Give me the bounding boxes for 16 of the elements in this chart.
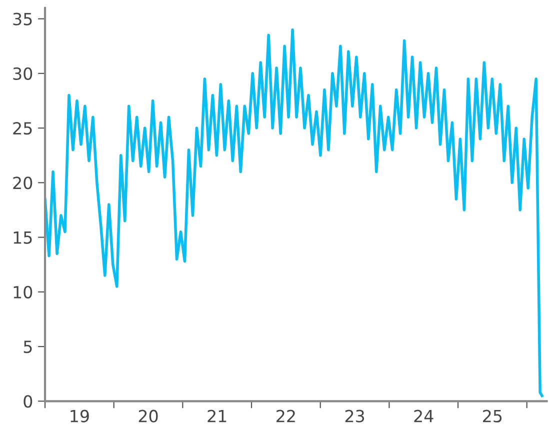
y-tick-label: 0 [24, 395, 32, 408]
x-tick-label: 22 [276, 410, 295, 422]
y-tick-label: 5 [24, 340, 32, 354]
x-tick-label: 23 [345, 410, 364, 422]
y-tick-label: 15 [14, 231, 32, 244]
y-tick-label: 10 [14, 286, 32, 298]
x-tick-label: 21 [208, 410, 226, 422]
x-tick-label: 24 [414, 410, 434, 422]
line-series [45, 28, 544, 398]
y-tick-label: 30 [13, 67, 32, 80]
x-tick-label: 25 [483, 410, 502, 422]
y-tick-label: 25 [13, 122, 32, 135]
y-tick-label: 20 [13, 176, 32, 190]
y-tick-label: 35 [13, 12, 32, 26]
x-tick-label: 20 [138, 410, 158, 422]
x-tick-label: 19 [70, 410, 89, 422]
